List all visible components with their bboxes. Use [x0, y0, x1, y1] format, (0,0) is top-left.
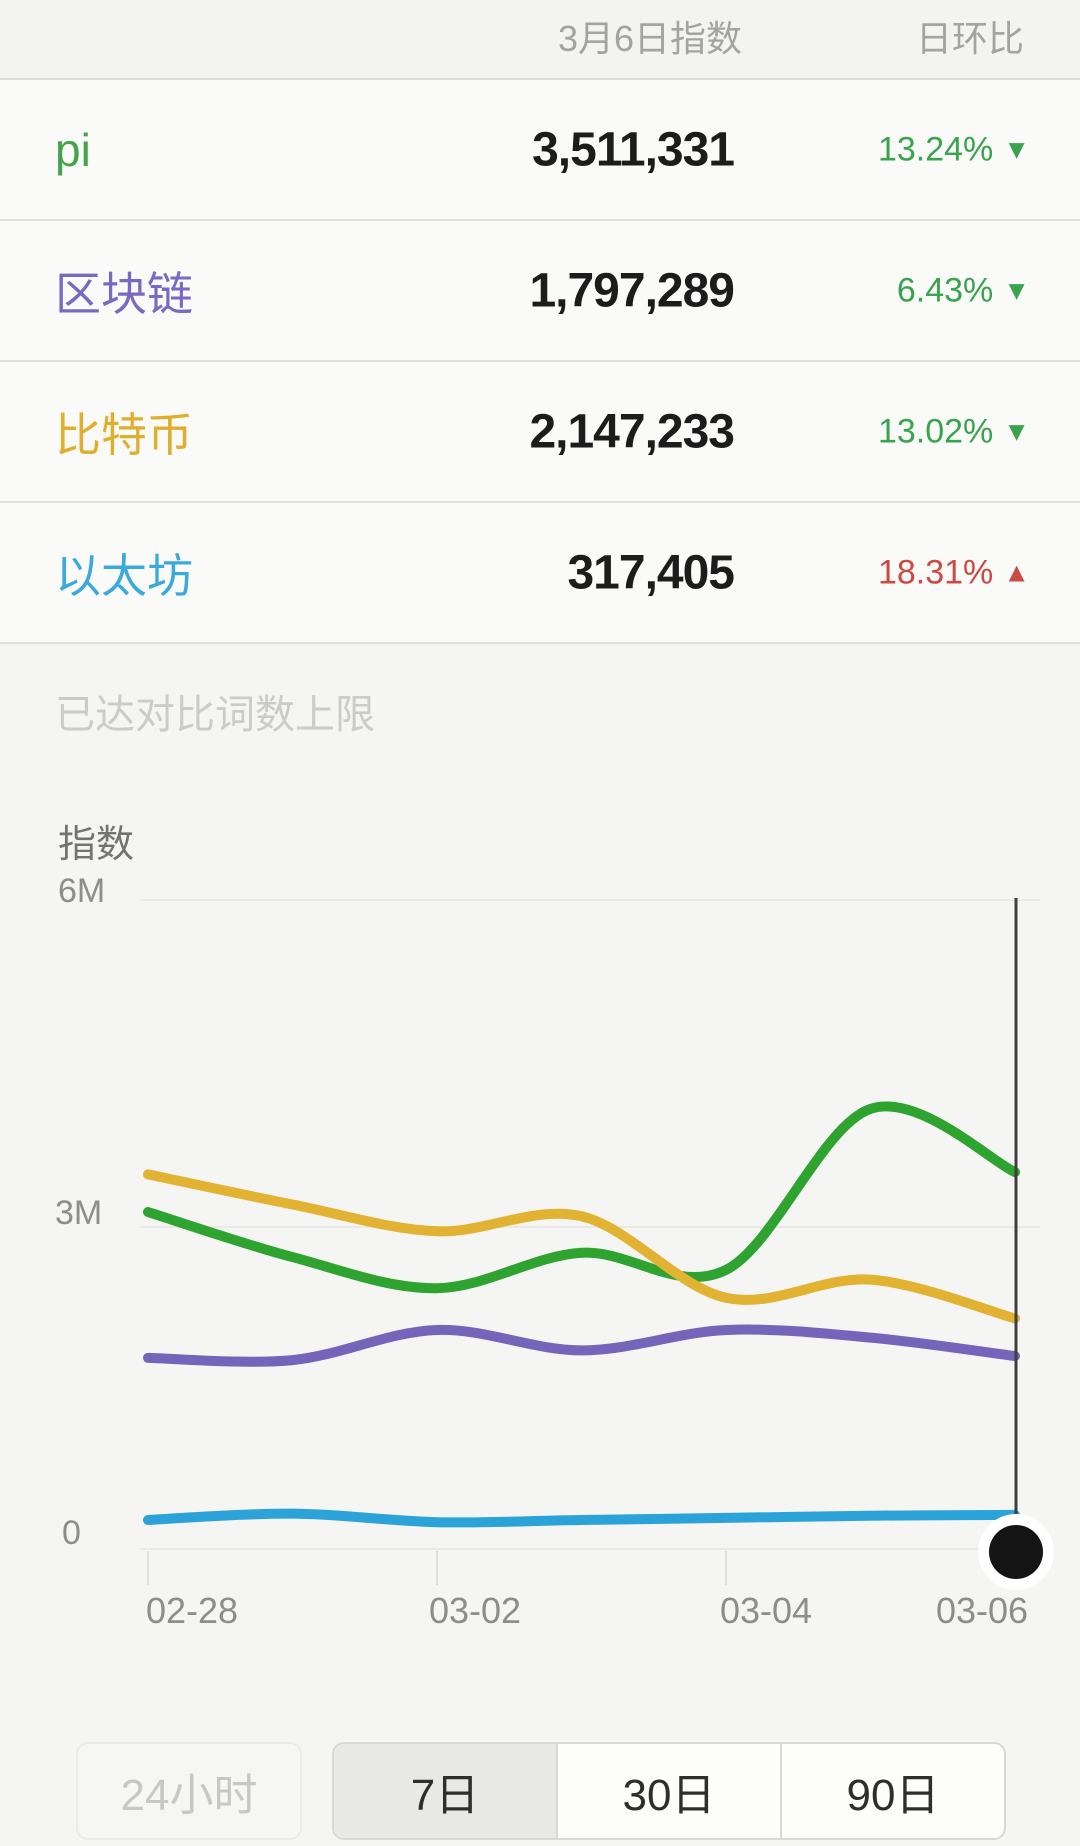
change-arrow-icon: ▲: [1003, 557, 1030, 587]
keyword-row-blockchain[interactable]: 区块链 1,797,289 6.43% ▼: [0, 221, 1080, 362]
index-value: 317,405: [567, 546, 735, 599]
keyword-label: 以太坊: [55, 549, 193, 602]
column-header-index: 3月6日指数: [557, 18, 742, 59]
index-value: 3,511,331: [532, 123, 735, 176]
keyword-label: pi: [55, 123, 91, 176]
change-percent: 13.24% ▼: [878, 130, 1030, 169]
x-axis-ticks: [147, 1551, 1016, 1585]
x-tick-0306: 03-06: [935, 1590, 1029, 1631]
trend-line-以太坊: [143, 1508, 1020, 1528]
range-24h-button[interactable]: 24小时: [76, 1742, 302, 1840]
keyword-table: pi 3,511,331 13.24% ▼ 区块链 1,797,289 6.43%…: [0, 80, 1080, 644]
y-tick-0: 0: [62, 1514, 81, 1552]
change-arrow-icon: ▼: [1003, 416, 1030, 446]
change-value: 18.31%: [877, 553, 994, 591]
keyword-row-bitcoin[interactable]: 比特币 2,147,233 13.02% ▼: [0, 362, 1080, 503]
gridlines: [140, 899, 1040, 1550]
keyword-label: 区块链: [55, 267, 193, 320]
change-percent: 18.31% ▲: [878, 553, 1030, 592]
cursor-handle[interactable]: [989, 1525, 1043, 1579]
change-value: 6.43%: [896, 271, 994, 309]
change-value: 13.02%: [877, 412, 994, 450]
change-percent: 6.43% ▼: [897, 271, 1030, 310]
keyword-row-ethereum[interactable]: 以太坊 317,405 18.31% ▲: [0, 503, 1080, 644]
x-tick-0228: 02-28: [145, 1590, 239, 1631]
chart-cursor[interactable]: [978, 898, 1054, 1590]
range-segmented-control: 7日 30日 90日: [332, 1742, 1006, 1840]
keyword-label: 比特币: [55, 408, 193, 461]
keyword-row-pi[interactable]: pi 3,511,331 13.24% ▼: [0, 80, 1080, 221]
index-value: 1,797,289: [529, 264, 735, 317]
trend-line-比特币: [143, 1169, 1020, 1324]
column-header-day-over-day: 日环比: [915, 18, 1024, 59]
trend-line-pi: [143, 1101, 1020, 1294]
range-7d-button[interactable]: 7日: [334, 1744, 556, 1838]
y-axis-title: 指数: [58, 824, 135, 866]
change-arrow-icon: ▼: [1003, 134, 1030, 164]
y-tick-3m: 3M: [55, 1194, 103, 1232]
change-arrow-icon: ▼: [1003, 275, 1030, 305]
range-90d-button[interactable]: 90日: [780, 1744, 1004, 1838]
y-tick-6m: 6M: [58, 872, 106, 910]
change-percent: 13.02% ▼: [878, 412, 1030, 451]
series-lines: [143, 1101, 1020, 1528]
change-value: 13.24%: [877, 130, 994, 168]
range-30d-button[interactable]: 30日: [556, 1744, 780, 1838]
index-value: 2,147,233: [529, 405, 735, 458]
trend-line-区块链: [143, 1324, 1020, 1367]
x-tick-0302: 03-02: [428, 1590, 522, 1631]
x-tick-0304: 03-04: [719, 1590, 813, 1631]
table-header: 3月6日指数 日环比: [0, 0, 1080, 80]
compare-limit-notice: 已达对比词数上限: [55, 693, 375, 737]
